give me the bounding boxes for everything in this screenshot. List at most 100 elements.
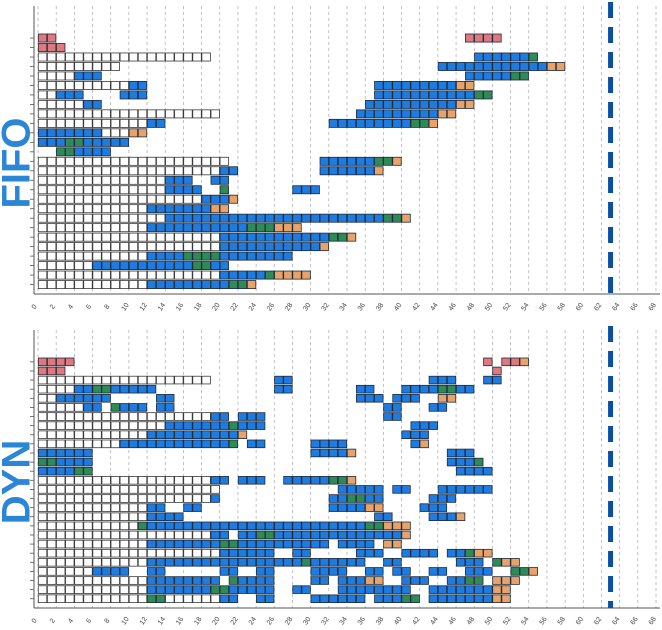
- bar-unit: [419, 384, 429, 394]
- bar-unit: [319, 594, 329, 604]
- bar-unit: [165, 521, 175, 531]
- x-tick-label: 66: [629, 616, 639, 626]
- bar-unit: [65, 594, 75, 604]
- bar-unit: [283, 530, 293, 540]
- bar-unit: [310, 521, 320, 531]
- bar-unit: [65, 99, 75, 109]
- bar-unit: [65, 118, 75, 128]
- bar-unit: [37, 567, 48, 576]
- bar-unit: [374, 576, 384, 585]
- bar-unit: [165, 539, 175, 549]
- bar-unit: [101, 156, 111, 166]
- bar-unit: [319, 576, 329, 585]
- bar-unit: [92, 530, 102, 540]
- bar-unit: [192, 576, 202, 585]
- bar-unit: [110, 81, 120, 90]
- bar-unit: [146, 548, 157, 558]
- bar-unit: [328, 232, 339, 242]
- bar-unit: [246, 521, 257, 531]
- bar-unit: [92, 156, 102, 166]
- bar-unit: [374, 109, 384, 119]
- bar-unit: [101, 594, 111, 604]
- bar-unit: [265, 521, 275, 531]
- bar-unit: [92, 384, 102, 394]
- bar-unit: [519, 357, 529, 367]
- panel-title: FIFO: [0, 117, 39, 208]
- bar-unit: [119, 261, 129, 271]
- bar-unit: [156, 412, 166, 421]
- bar-unit: [65, 357, 75, 367]
- bar-unit: [265, 567, 275, 576]
- bar-unit: [446, 457, 457, 467]
- bar-unit: [46, 394, 57, 403]
- bar-unit: [383, 521, 393, 531]
- bar-unit: [355, 384, 366, 394]
- bar-unit: [37, 503, 48, 512]
- bar-unit: [83, 81, 93, 90]
- x-tick-label: 18: [193, 302, 203, 312]
- bar-unit: [465, 71, 475, 81]
- bar-unit: [219, 251, 229, 261]
- bar-unit: [156, 175, 166, 185]
- bar-unit: [374, 394, 384, 403]
- bar-unit: [401, 99, 411, 109]
- bar-unit: [56, 594, 66, 604]
- bar-unit: [310, 567, 320, 576]
- bar-unit: [401, 430, 411, 439]
- bar-unit: [301, 476, 311, 485]
- bar-unit: [65, 403, 75, 412]
- x-tick-label: 50: [484, 302, 494, 312]
- bar-unit: [165, 412, 175, 421]
- bar-unit: [355, 503, 366, 512]
- x-tick-label: 32: [320, 616, 330, 626]
- bar-unit: [83, 166, 93, 176]
- bar-unit: [256, 270, 266, 280]
- bar-unit: [128, 558, 139, 567]
- bar-unit: [83, 62, 93, 71]
- bar-unit: [156, 156, 166, 166]
- bar-unit: [346, 213, 357, 223]
- bar-unit: [419, 548, 429, 558]
- bar-unit: [56, 185, 66, 195]
- bar-unit: [183, 242, 193, 252]
- bar-unit: [428, 109, 438, 119]
- bar-unit: [174, 375, 184, 385]
- bar-unit: [201, 558, 211, 567]
- bar-unit: [228, 421, 239, 430]
- bar-unit: [56, 261, 66, 271]
- bar-unit: [101, 118, 111, 128]
- bar-unit: [65, 521, 75, 531]
- bar-unit: [110, 204, 120, 214]
- bar-unit: [174, 280, 184, 290]
- bar-unit: [46, 594, 57, 604]
- bar-unit: [237, 223, 248, 233]
- bar-unit: [355, 576, 366, 585]
- bar-unit: [437, 503, 448, 512]
- bar-unit: [174, 585, 184, 594]
- bar-unit: [146, 494, 157, 503]
- bar-unit: [110, 485, 120, 494]
- bar-unit: [65, 375, 75, 385]
- bar-unit: [501, 594, 511, 604]
- bar-unit: [256, 585, 266, 594]
- bar-unit: [346, 166, 357, 176]
- bar-unit: [237, 242, 248, 252]
- x-tick-label: 40: [393, 616, 403, 626]
- bar-unit: [483, 33, 493, 43]
- bar-unit: [183, 109, 193, 119]
- bar-unit: [419, 430, 429, 439]
- bar-unit: [246, 270, 257, 280]
- bar-unit: [101, 521, 111, 531]
- bar-unit: [110, 548, 120, 558]
- bar-unit: [455, 485, 466, 494]
- x-tick-label: 0: [31, 617, 39, 624]
- bar-unit: [146, 270, 157, 280]
- bar-unit: [137, 439, 148, 449]
- bar-unit: [355, 394, 366, 403]
- bar-unit: [74, 213, 84, 223]
- bar-unit: [274, 213, 284, 223]
- bar-unit: [219, 521, 229, 531]
- x-tick-label: 34: [339, 302, 349, 312]
- x-tick-label: 64: [611, 302, 621, 312]
- bar-unit: [46, 81, 57, 90]
